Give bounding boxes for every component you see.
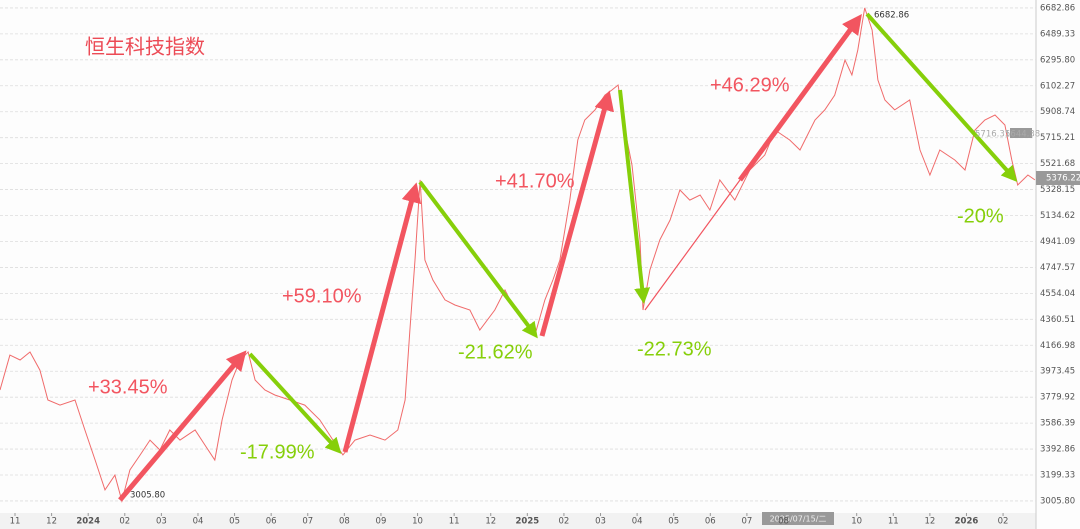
overlay-box [1010, 128, 1032, 138]
y-tick-label: 4360.51 [1040, 315, 1075, 325]
high-label: 6682.86 [874, 11, 909, 21]
x-tick-label: 03 [595, 517, 606, 527]
y-tick-label: 4554.04 [1040, 289, 1075, 299]
y-tick-label: 5328.15 [1040, 185, 1075, 195]
x-tick-label: 02 [559, 517, 570, 527]
x-tick-label: 12 [46, 517, 57, 527]
x-tick-label: 05 [668, 517, 679, 527]
x-tick-label: 2024 [76, 517, 100, 527]
y-tick-label: 3779.92 [1040, 393, 1075, 403]
y-tick-label: 6102.27 [1040, 81, 1075, 91]
arrows [118, 12, 1018, 502]
x-tick-label: 05 [229, 517, 240, 527]
y-tick-label: 3586.39 [1040, 419, 1075, 429]
x-tick-label: 07 [302, 517, 313, 527]
x-tick-label: 10 [851, 517, 862, 527]
x-tick-label: 07 [741, 517, 752, 527]
x-tick-label: 04 [632, 517, 643, 527]
y-tick-label: 3973.45 [1040, 367, 1075, 377]
x-tick-label: 03 [156, 517, 167, 527]
x-tick-label: 08 [339, 517, 350, 527]
change-annotation: -22.73% [637, 338, 712, 360]
change-annotation: -21.62% [458, 341, 533, 363]
y-tick-label: 4747.57 [1040, 263, 1075, 273]
change-annotation: -17.99% [240, 441, 315, 463]
change-annotation: +59.10% [282, 285, 362, 307]
last-price-box [1036, 171, 1080, 185]
y-tick-label: 5521.68 [1040, 159, 1075, 169]
x-tick-label: 12 [924, 517, 935, 527]
y-tick-label: 5908.74 [1040, 107, 1075, 117]
x-tick-label: 06 [705, 517, 716, 527]
x-tick-label: 12 [485, 517, 496, 527]
y-tick-label: 4166.98 [1040, 341, 1075, 351]
x-tick-label: 10 [412, 517, 423, 527]
x-tick-label: 2026 [955, 517, 979, 527]
x-tick-label: 02 [998, 517, 1009, 527]
y-tick-label: 6489.33 [1040, 29, 1075, 39]
y-tick-label: 3392.86 [1040, 445, 1075, 455]
change-annotation: +41.70% [495, 170, 575, 192]
change-annotation: +33.45% [88, 376, 168, 398]
change-annotation: +46.29% [710, 74, 790, 96]
x-tick-label: 11 [888, 517, 899, 527]
overlay-label: 5716.31 [975, 130, 1010, 140]
low-label: 3005.80 [130, 491, 165, 501]
y-tick-label: 4941.09 [1040, 237, 1075, 247]
crosshair-box [762, 512, 834, 525]
x-tick-label: 02 [119, 517, 130, 527]
crosshair-label: 2025/07/15/二 [770, 515, 827, 524]
y-tick-label: 6682.86 [1040, 3, 1075, 13]
x-tick-label: 06 [266, 517, 277, 527]
last-price-label: 5376.22 [1046, 174, 1080, 184]
chart-title: 恒生科技指数 [85, 35, 205, 59]
change-annotation: -20% [957, 205, 1004, 227]
y-tick-label: 5715.21 [1040, 133, 1075, 143]
y-tick-label: 3199.33 [1040, 471, 1075, 481]
overlay-label: 5644.38 [1005, 130, 1040, 140]
x-tick-label: 09 [376, 517, 387, 527]
x-tick-label: 2025 [515, 517, 539, 527]
y-tick-label: 5134.62 [1040, 211, 1075, 221]
x-tick-label: 08 [778, 517, 789, 527]
x-tick-label: 04 [193, 517, 204, 527]
y-tick-label: 3005.80 [1040, 496, 1075, 506]
x-tick-label: 11 [449, 517, 460, 527]
y-tick-label: 6295.80 [1040, 55, 1075, 65]
x-tick-label: 11 [10, 517, 21, 527]
